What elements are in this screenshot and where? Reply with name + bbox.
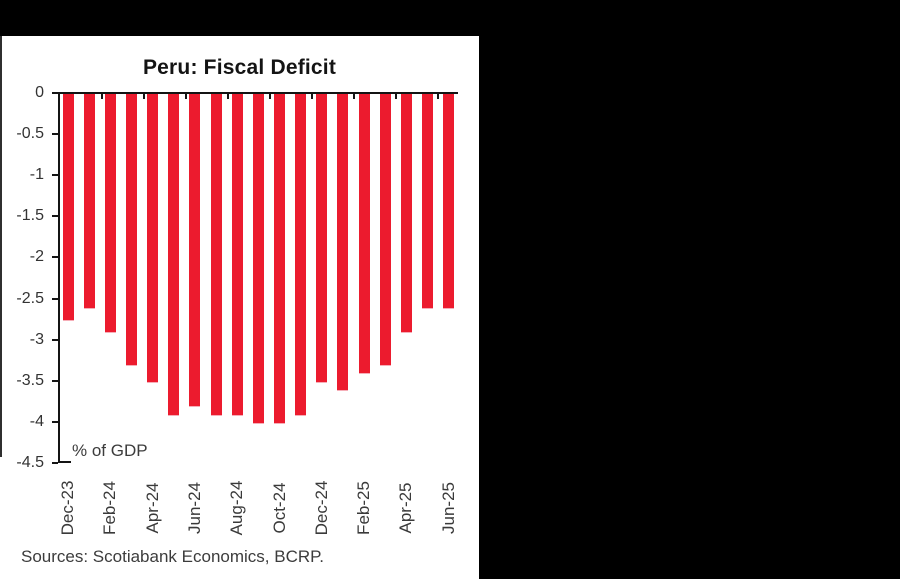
y-tick-label: -0.5 [16,125,44,143]
y-tick-label: -2 [29,248,44,266]
bar-Dec-23 [62,94,74,321]
bar-Apr-25 [400,94,412,333]
x-axis-label: Oct-24 [269,482,289,534]
bar-Aug-24 [231,94,243,416]
y-tick [52,379,58,382]
y-tick-label: -2.5 [16,289,44,307]
x-tick [310,94,313,99]
bar-Jul-24 [210,94,222,416]
x-axis-label: Aug-24 [227,480,247,536]
y-tick-label: -4 [29,412,44,430]
top-black-bar [0,0,900,36]
y-tick-label: -3 [29,330,44,348]
y-tick [52,215,58,218]
y-tick-label: -3.5 [16,371,44,389]
bar-Jun-24 [189,94,201,407]
x-tick [226,94,229,99]
y-tick-label: -1 [29,166,44,184]
x-axis-label: Dec-23 [58,480,77,536]
x-axis-label: Feb-25 [354,481,374,535]
bar-Jan-25 [337,94,349,391]
y-tick [52,256,58,259]
chart-title: Peru: Fiscal Deficit [142,56,337,79]
bar-May-24 [168,94,180,416]
bar-Feb-24 [104,94,116,333]
bar-Oct-24 [274,94,285,424]
y-tick-label: 0 [35,84,44,101]
y-tick [52,461,58,464]
bar-Jun-25 [443,94,455,309]
bar-Feb-25 [358,94,370,374]
bar-Dec-24 [316,94,328,383]
y-tick [52,174,58,177]
x-axis-label: Jun-24 [184,482,204,534]
x-tick [436,94,439,99]
y-tick [52,133,58,136]
y-tick-label: -4.5 [16,453,44,471]
bar-Sep-24 [252,94,264,424]
bar-Apr-24 [147,94,159,383]
x-axis-label: Feb-24 [100,481,120,535]
axis-corner-foot [58,461,71,463]
bar-May-25 [422,94,434,309]
bar-Jan-24 [83,94,95,309]
y-tick [52,420,58,423]
y-axis-line [58,92,60,463]
x-tick [142,94,145,99]
x-axis-label: Jun-25 [438,482,458,534]
x-axis-label: Dec-24 [311,480,331,536]
bar-Mar-25 [379,94,391,366]
x-axis-label: Apr-25 [396,482,416,534]
x-tick [184,94,187,99]
plot-area [58,94,458,463]
x-tick [394,94,397,99]
x-tick [100,94,103,99]
gdp-unit-label: % of GDP [72,441,148,460]
x-tick [352,94,355,99]
source-note: Sources: Scotiabank Economics, BCRP. [21,547,324,566]
x-tick [268,94,271,99]
window-edge [0,36,2,457]
zero-axis-line [58,92,458,94]
bar-Mar-24 [125,94,137,366]
y-tick [52,338,58,341]
right-black-panel [479,36,900,579]
y-tick [52,297,58,300]
x-axis-label: Apr-24 [142,482,162,534]
y-tick [52,92,58,94]
bar-Nov-24 [295,94,307,416]
y-tick-label: -1.5 [16,207,44,225]
